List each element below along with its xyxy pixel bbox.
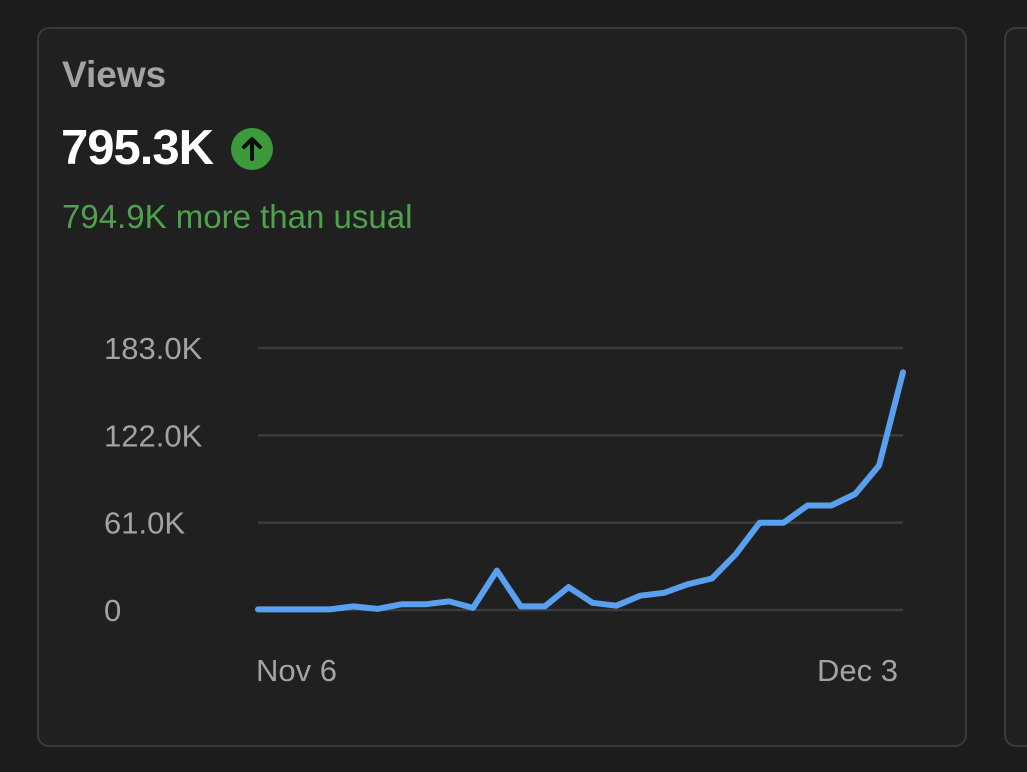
metric-row: 795.3K <box>61 120 274 176</box>
card-title: Views <box>62 54 167 95</box>
arrow-up-circle-icon <box>231 128 274 170</box>
views-card[interactable] <box>37 27 967 747</box>
y-tick-label: 183.0K <box>104 331 203 366</box>
y-tick-label: 0 <box>104 593 121 628</box>
next-card-edge[interactable] <box>1004 27 1027 747</box>
comparison-text: 794.9K more than usual <box>62 198 413 235</box>
y-tick-label: 61.0K <box>104 506 185 541</box>
x-tick-label: Dec 3 <box>817 653 898 688</box>
views-series-line <box>255 369 906 613</box>
y-tick-label: 122.0K <box>104 418 203 453</box>
x-tick-label: Nov 6 <box>256 653 337 688</box>
metric-value: 795.3K <box>61 121 214 175</box>
